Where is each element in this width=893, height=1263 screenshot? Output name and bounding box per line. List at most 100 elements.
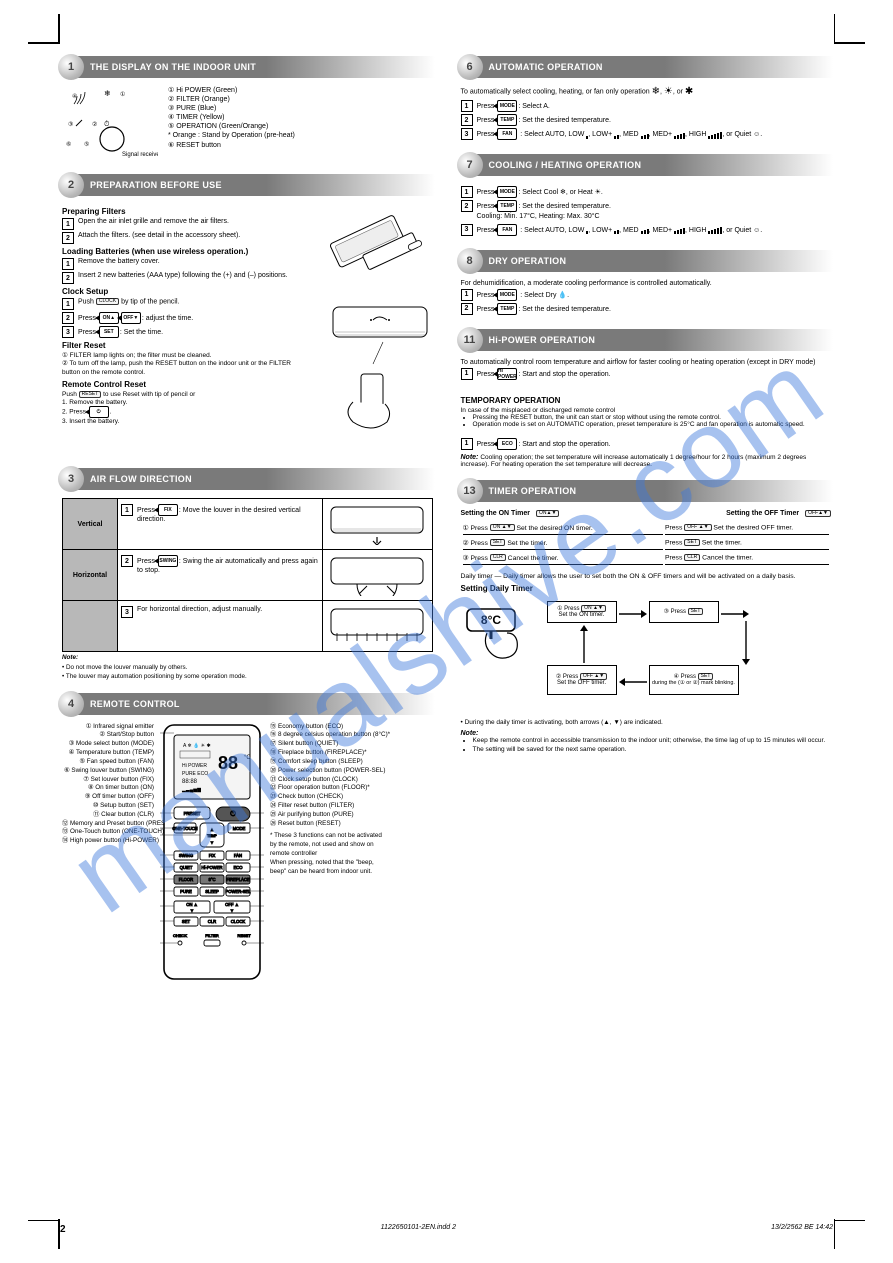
auto-fan-step: Press FAN : Select AUTO, LOW , LOW+ , ME… <box>477 128 832 140</box>
remote-control-graphic: A ❄ 💧 ☀ ✱ 88 °C Hi POWER PURE ECO 88:88 … <box>160 723 264 983</box>
eco-button-icon: ECO <box>497 438 517 450</box>
display-item-2: ② FILTER (Orange) <box>168 95 295 104</box>
svg-text:88: 88 <box>218 753 238 773</box>
svg-text:FAN: FAN <box>234 853 242 858</box>
airflow-manual-graphic <box>327 605 427 647</box>
svg-text:▂▃▄▅▆: ▂▃▄▅▆ <box>181 787 201 793</box>
section-3-title: AIR FLOW DIRECTION <box>90 474 192 484</box>
daily-timer-intro: Daily timer — Daily timer allows the use… <box>461 573 832 580</box>
svg-text:8°C: 8°C <box>480 613 500 627</box>
svg-text:▼: ▼ <box>210 840 214 845</box>
svg-text:⑤: ⑤ <box>84 141 89 148</box>
clock-step-1: Push CLOCK by tip of the pencil. <box>78 298 303 307</box>
section-13-body: Setting the ON Timer ON▲▼ Setting the OF… <box>459 508 834 761</box>
section-3-header: 3 AIR FLOW DIRECTION <box>60 468 435 490</box>
seq-box-2: ③ Press SET <box>649 601 719 623</box>
airflow-swing-graphic <box>327 554 427 596</box>
svg-text:FIREPLACE: FIREPLACE <box>226 877 249 882</box>
rc-item-21: ㉑ Clock setup button (CLOCK) <box>270 776 390 785</box>
page-footer: 2 1122650101-2EN.indd 2 13/2/2562 BE 14:… <box>0 1224 893 1235</box>
section-3-number: 3 <box>58 466 84 492</box>
section-7-body: 1Press MODE: Select Cool ❄, or Heat ☀. 2… <box>459 182 834 244</box>
temporary-heading: TEMPORARY OPERATION <box>461 396 832 405</box>
airflow-row-vertical-label: Vertical <box>63 499 118 550</box>
svg-text:SLEEP: SLEEP <box>205 889 219 894</box>
display-item-6: ⑥ RESET button <box>168 141 295 150</box>
timer-r1-r: Press OFF ▲▼ Set the desired OFF timer. <box>665 522 829 535</box>
svg-text:ON ▲: ON ▲ <box>186 902 198 907</box>
seq-box-1: ① Press ON ▲▼Set the ON timer. <box>547 601 617 623</box>
arrow-2 <box>721 609 749 619</box>
rc-note-2: When pressing, noted that the "beep, bee… <box>270 859 390 877</box>
section-6-title: AUTOMATIC OPERATION <box>489 62 603 72</box>
on-timer-heading: Setting the ON Timer <box>461 510 531 517</box>
svg-text:⏻: ⏻ <box>230 810 236 818</box>
section-2-title: PREPARATION BEFORE USE <box>90 180 222 190</box>
timer-r3-l: ③ Press CLR Cancel the timer. <box>463 552 663 565</box>
clock-step-3: Press SET: Set the time. <box>78 326 303 338</box>
daily-note-1: Keep the remote control in accessible tr… <box>473 737 832 745</box>
airflow-row-horizontal-label: Horizontal <box>63 550 118 601</box>
timer-r1-l: ① Press ON ▲▼ Set the desired ON timer. <box>463 522 663 535</box>
rc-note-1: * These 3 functions can not be activated… <box>270 832 390 858</box>
section-1-header: 1 THE DISPLAY ON THE INDOOR UNIT <box>60 56 435 78</box>
timer-r2-r: Press SET Set the timer. <box>665 537 829 550</box>
section-4-number: 4 <box>58 691 84 717</box>
svg-text:CHECK: CHECK <box>173 933 187 938</box>
svg-text:8°C: 8°C <box>208 877 215 882</box>
remote-labels-left: ① Infrared signal emitter ② Start/Stop b… <box>62 723 154 983</box>
hipower-button-icon: Hi POWER <box>497 368 517 380</box>
rc-item-5: ⑤ Fan speed button (FAN) <box>62 758 154 767</box>
footer-file: 1122650101-2EN.indd 2 <box>381 1224 456 1231</box>
footer-date: 13/2/2562 BE 14:42 <box>771 1224 833 1231</box>
section-2-body: Preparing Filters 1Open the air inlet gr… <box>60 202 435 462</box>
display-item-5: ⑤ OPERATION (Green/Orange) <box>168 122 295 131</box>
set-button-icon: SET <box>99 326 119 338</box>
svg-text:⑥: ⑥ <box>66 141 71 148</box>
temporary-bullet-2: Operation mode is set on AUTOMATIC opera… <box>473 421 832 428</box>
eco-note: Note: Cooling operation; the set tempera… <box>461 454 832 468</box>
section-6-number: 6 <box>457 54 483 80</box>
battery-insert-graphic <box>303 204 433 294</box>
display-panel-graphic: ④ ❄ ① ③ ② ⏱ ⑥ ⑤ Signal receiver <box>62 86 158 162</box>
temporary-bullet-1: Pressing the RESET button, the unit can … <box>473 414 832 421</box>
battery-step-1: Remove the battery cover. <box>78 258 303 267</box>
rc-item-22: ㉒ Floor operation button (FLOOR)* <box>270 784 390 793</box>
rc-item-19: ⑲ Comfort sleep button (SLEEP) <box>270 758 390 767</box>
clock-step-2: Press ON▲OFF▼: adjust the time. <box>78 312 303 324</box>
on-button-icon: ON▲ <box>99 312 119 324</box>
fan-low-icon <box>586 130 588 139</box>
daily-note-title: Note: <box>461 730 479 737</box>
section-7-number: 7 <box>457 152 483 178</box>
rc-item-1: ① Infrared signal emitter <box>62 723 154 732</box>
section-13-header: 13 TIMER OPERATION <box>459 480 834 502</box>
section-3-body: Vertical 1 Press FIX: Move the louver in… <box>60 496 435 687</box>
arrow-3 <box>619 677 647 687</box>
rc-item-9: ⑨ Off timer button (OFF) <box>62 793 154 802</box>
arrow-down <box>741 621 751 665</box>
rc-item-17: ⑰ Silent button (QUIET) <box>270 740 390 749</box>
filter-reset-2: ② To turn off the lamp, push the RESET b… <box>62 360 303 377</box>
seq-box-4: ④ Press SETduring the (① or ②) mark blin… <box>649 665 739 695</box>
prep-filter-step-1: Open the air inlet grille and remove the… <box>78 218 303 227</box>
airflow-row-manual-body: 3 For horizontal direction, adjust manua… <box>118 601 323 652</box>
fan-lowplus-icon <box>614 130 619 139</box>
rc-item-4: ④ Temperature button (TEMP) <box>62 749 154 758</box>
section-6-header: 6 AUTOMATIC OPERATION <box>459 56 834 78</box>
rc-item-11: ⑪ Clear button (CLR) <box>62 811 154 820</box>
clock-button-icon: CLOCK <box>96 298 119 305</box>
section-hipower-title: Hi-POWER OPERATION <box>489 335 596 345</box>
section-4-body: ① Infrared signal emitter ② Start/Stop b… <box>60 721 435 989</box>
section-8-header: 8 DRY OPERATION <box>459 250 834 272</box>
prep-filters-heading: Preparing Filters <box>62 207 303 216</box>
rc-item-23: ㉓ Check button (CHECK) <box>270 793 390 802</box>
fix-button-icon: FIX <box>158 504 178 516</box>
remote-labels-right: ⑮ Economy button (ECO) ⑯ 8 degree celsiu… <box>270 723 390 983</box>
svg-text:PURE: PURE <box>180 889 192 894</box>
svg-text:TEMP: TEMP <box>207 834 217 838</box>
off-button-icon: OFF▼ <box>121 312 141 324</box>
svg-text:Hi POWER: Hi POWER <box>182 763 207 769</box>
dry-mode-icon: 💧 <box>558 292 567 299</box>
auto-intro: To automatically select cooling, heating… <box>461 86 832 97</box>
svg-text:SWING: SWING <box>179 853 193 858</box>
